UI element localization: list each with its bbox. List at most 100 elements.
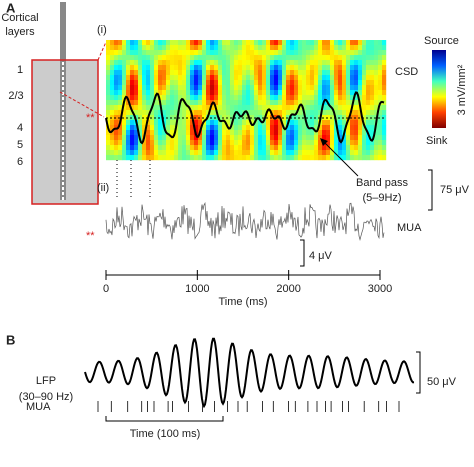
- heat-cell: [378, 50, 383, 56]
- heat-cell: [190, 150, 195, 156]
- heat-cell: [114, 45, 119, 51]
- heat-cell: [122, 125, 127, 131]
- heat-cell: [286, 125, 291, 131]
- heat-cell: [138, 100, 143, 106]
- heat-cell: [262, 55, 267, 61]
- heat-cell: [254, 155, 259, 161]
- heat-cell: [282, 65, 287, 71]
- heat-cell: [270, 85, 275, 91]
- heat-cell: [114, 110, 119, 116]
- heat-cell: [130, 140, 135, 146]
- heat-cell: [286, 90, 291, 96]
- heat-cell: [134, 130, 139, 136]
- heat-cell: [118, 100, 123, 106]
- layers-title: Cortical: [1, 12, 38, 24]
- heat-cell: [230, 150, 235, 156]
- heat-cell: [194, 120, 199, 126]
- heat-cell: [326, 120, 331, 126]
- heat-cell: [286, 130, 291, 136]
- heat-cell: [378, 120, 383, 126]
- heat-cell: [182, 150, 187, 156]
- heat-cell: [230, 130, 235, 136]
- heat-cell: [166, 110, 171, 116]
- heat-cell: [310, 135, 315, 141]
- heat-cell: [142, 85, 147, 91]
- heat-cell: [378, 90, 383, 96]
- heat-cell: [154, 100, 159, 106]
- heat-cell: [130, 45, 135, 51]
- heat-cell: [190, 85, 195, 91]
- heat-cell: [194, 60, 199, 66]
- heat-cell: [338, 150, 343, 156]
- heat-cell: [242, 45, 247, 51]
- heat-cell: [114, 80, 119, 86]
- heat-cell: [350, 70, 355, 76]
- heat-cell: [290, 140, 295, 146]
- heat-cell: [134, 145, 139, 151]
- heat-cell: [326, 95, 331, 101]
- heat-cell: [302, 100, 307, 106]
- heat-cell: [146, 130, 151, 136]
- heat-cell: [302, 105, 307, 111]
- heat-cell: [338, 45, 343, 51]
- heat-cell: [254, 110, 259, 116]
- heat-cell: [262, 40, 267, 46]
- colorbar-unit: 3 mV/mm²: [456, 64, 468, 115]
- heat-cell: [174, 55, 179, 61]
- heat-cell: [186, 155, 191, 161]
- heat-cell: [150, 120, 155, 126]
- heat-cell: [110, 150, 115, 156]
- heat-cell: [230, 90, 235, 96]
- heat-cell: [250, 120, 255, 126]
- heat-cell: [210, 65, 215, 71]
- heat-cell: [242, 135, 247, 141]
- heat-cell: [310, 105, 315, 111]
- heat-cell: [342, 60, 347, 66]
- heat-cell: [230, 45, 235, 51]
- heat-cell: [178, 45, 183, 51]
- band-pass-label: Band pass: [356, 177, 408, 189]
- heat-cell: [314, 75, 319, 81]
- heat-cell: [298, 135, 303, 141]
- heat-cell: [346, 65, 351, 71]
- heat-cell: [106, 120, 111, 126]
- heat-cell: [230, 125, 235, 131]
- heat-cell: [298, 65, 303, 71]
- heat-cell: [238, 75, 243, 81]
- heat-cell: [370, 80, 375, 86]
- heat-cell: [262, 130, 267, 136]
- heat-cell: [178, 55, 183, 61]
- heat-cell: [270, 65, 275, 71]
- heat-cell: [310, 110, 315, 116]
- heat-cell: [294, 40, 299, 46]
- heat-cell: [290, 120, 295, 126]
- heat-cell: [158, 70, 163, 76]
- heat-cell: [166, 145, 171, 151]
- heat-cell: [222, 60, 227, 66]
- heat-cell: [382, 145, 387, 151]
- heat-cell: [382, 130, 387, 136]
- heat-cell: [278, 90, 283, 96]
- heat-cell: [290, 50, 295, 56]
- heat-cell: [214, 55, 219, 61]
- heat-cell: [118, 90, 123, 96]
- heat-cell: [322, 145, 327, 151]
- heat-cell: [106, 60, 111, 66]
- heat-cell: [222, 85, 227, 91]
- heat-cell: [338, 80, 343, 86]
- heat-cell: [286, 50, 291, 56]
- heat-cell: [182, 45, 187, 51]
- heat-cell: [354, 125, 359, 131]
- heat-cell: [166, 150, 171, 156]
- heat-cell: [274, 70, 279, 76]
- heat-cell: [238, 105, 243, 111]
- heat-cell: [150, 75, 155, 81]
- heat-cell: [242, 65, 247, 71]
- heat-cell: [138, 110, 143, 116]
- heat-cell: [366, 50, 371, 56]
- heat-cell: [266, 70, 271, 76]
- heat-cell: [254, 105, 259, 111]
- heat-cell: [250, 70, 255, 76]
- heat-cell: [346, 95, 351, 101]
- heat-cell: [122, 145, 127, 151]
